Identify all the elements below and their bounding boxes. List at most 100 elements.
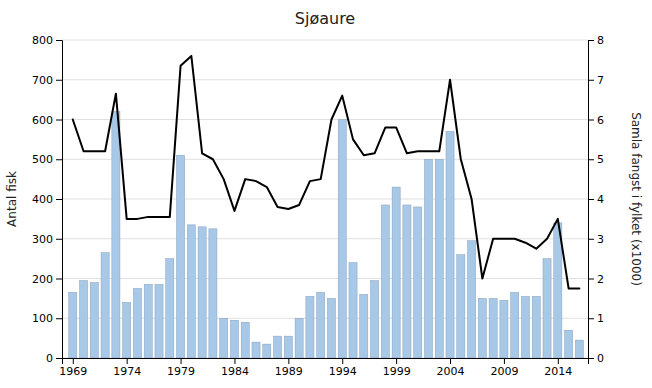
tick-label: 5: [597, 153, 604, 166]
tick: 1969: [59, 358, 87, 378]
tick-mark: [56, 318, 62, 319]
tick: 1979: [167, 358, 195, 378]
tick-label: 1974: [113, 365, 141, 378]
bar: [489, 298, 497, 358]
tick-mark: [396, 358, 397, 364]
grid-line: [62, 119, 588, 120]
tick-label: 0: [597, 352, 604, 365]
bar: [360, 294, 368, 358]
chart-container: 1969197419791984198919941999200420092014…: [0, 0, 652, 388]
tick-label: 700: [32, 74, 53, 87]
bar: [123, 302, 131, 358]
tick: 8: [588, 34, 604, 47]
axis-line: [63, 359, 589, 365]
x-axis: 1969197419791984198919941999200420092014: [59, 358, 588, 378]
bar: [306, 296, 314, 358]
bar: [155, 284, 163, 358]
bar: [371, 280, 379, 358]
bar: [424, 159, 432, 358]
axis-line: [56, 41, 63, 359]
tick-mark: [342, 358, 343, 364]
tick-mark: [588, 40, 594, 41]
bar: [230, 320, 238, 358]
tick-label: 2009: [490, 365, 518, 378]
bar: [252, 342, 260, 358]
bar: [69, 292, 77, 358]
tick-label: 8: [597, 34, 604, 47]
tick: 7: [588, 74, 604, 87]
bar: [112, 112, 120, 358]
tick-label: 2: [597, 273, 604, 286]
tick-label: 500: [32, 153, 53, 166]
bar: [414, 207, 422, 358]
tick: 1994: [329, 358, 357, 378]
title: Sjøaure: [295, 9, 355, 28]
bar: [478, 298, 486, 358]
bar: [284, 336, 292, 358]
tick-label: 1984: [221, 365, 249, 378]
tick: 1: [588, 312, 604, 325]
y-axis-title: Antal fisk: [5, 171, 19, 227]
bar: [274, 336, 282, 358]
bar: [500, 300, 508, 358]
tick-mark: [588, 80, 594, 81]
tick-mark: [450, 358, 451, 364]
bar: [403, 205, 411, 358]
bar: [381, 205, 389, 358]
tick: 1974: [113, 358, 141, 378]
tick-mark: [56, 80, 62, 81]
tick: 6: [588, 114, 604, 127]
tick-label: 600: [32, 114, 53, 127]
bar: [177, 155, 185, 358]
tick-label: 1969: [59, 365, 87, 378]
tick: 2009: [490, 358, 518, 378]
tick-mark: [588, 279, 594, 280]
tick-mark: [56, 120, 62, 121]
tick-label: 200: [32, 273, 53, 286]
grid-line: [62, 40, 588, 41]
tick-label: 6: [597, 114, 604, 127]
tick-mark: [588, 318, 594, 319]
grid-line: [62, 278, 588, 279]
grid: [62, 40, 588, 358]
bar: [575, 340, 583, 358]
tick-label: 7: [597, 74, 604, 87]
tick-label: 2004: [437, 365, 465, 378]
tick: 3: [588, 233, 604, 246]
tick: 700: [32, 74, 62, 87]
y2-axis-title: Samla fangst i fylket (x1000): [629, 112, 643, 286]
tick-mark: [56, 159, 62, 160]
grid-line: [62, 79, 588, 80]
tick-mark: [56, 279, 62, 280]
plot-area: [69, 56, 584, 358]
tick: 1984: [221, 358, 249, 378]
y-axis: 0100200300400500600700800: [32, 34, 63, 365]
bar: [198, 227, 206, 358]
tick-label: 800: [32, 34, 53, 47]
y2-axis: 0 1 2 3 4 5 6 7 8: [588, 34, 604, 365]
tick: 5: [588, 153, 604, 166]
bar: [317, 292, 325, 358]
bar: [327, 298, 335, 358]
bar: [166, 259, 174, 358]
tick-mark: [588, 358, 594, 359]
tick-mark: [588, 120, 594, 121]
tick: 2014: [544, 358, 572, 378]
tick-mark: [56, 40, 62, 41]
bar: [90, 282, 98, 358]
tick-label: 3: [597, 233, 604, 246]
tick-label: 300: [32, 233, 53, 246]
tick: 0: [46, 352, 62, 365]
bar: [349, 263, 357, 358]
tick: 800: [32, 34, 62, 47]
bar: [187, 225, 195, 358]
tick-mark: [56, 239, 62, 240]
tick-label: 4: [597, 193, 604, 206]
bar: [468, 241, 476, 358]
tick-mark: [558, 358, 559, 364]
tick: 0: [588, 352, 604, 365]
tick: 100: [32, 312, 62, 325]
bar: [511, 292, 519, 358]
tick-label: 1979: [167, 365, 195, 378]
line: [73, 56, 580, 289]
